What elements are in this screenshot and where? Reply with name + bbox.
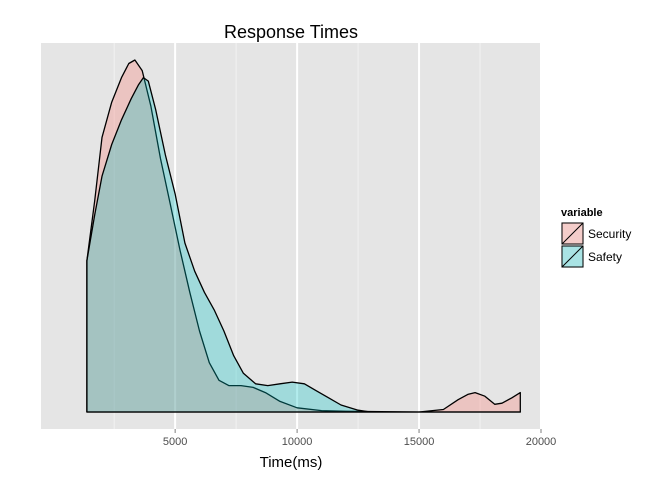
major-gridlines xyxy=(174,43,542,429)
x-tick-label-5000: 5000 xyxy=(163,436,187,448)
x-tick-label-10000: 10000 xyxy=(282,436,313,448)
density-areas xyxy=(86,59,521,413)
minor-gridlines xyxy=(113,43,481,429)
area-safety xyxy=(86,76,521,413)
area-security xyxy=(86,59,521,413)
legend: variable Security Safety xyxy=(561,207,631,268)
legend-item-safety: Safety xyxy=(561,245,622,268)
legend-label-safety: Safety xyxy=(588,250,622,264)
legend-title: variable xyxy=(561,207,603,219)
legend-item-security: Security xyxy=(561,222,631,245)
legend-swatch-slash xyxy=(561,222,584,245)
legend-swatch-slash xyxy=(561,245,584,268)
plot-panel xyxy=(41,43,541,429)
legend-label-security: Security xyxy=(588,227,631,241)
x-tick-label-20000: 20000 xyxy=(526,436,557,448)
x-axis-label: Time(ms) xyxy=(260,454,323,471)
x-axis: 5000 10000 15000 20000 xyxy=(163,429,556,448)
chart-title: Response Times xyxy=(224,22,358,42)
x-tick-label-15000: 15000 xyxy=(404,436,435,448)
